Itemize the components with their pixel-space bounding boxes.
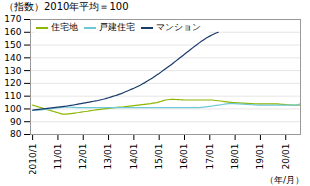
- svg-text:120: 120: [4, 78, 21, 88]
- html-text:（指数）2010年平均＝100: （指数）2010年平均＝100: [4, 1, 129, 12]
- svg-text:140: 140: [4, 53, 21, 63]
- svg-text:18/01: 18/01: [230, 144, 240, 170]
- svg-text:150: 150: [4, 40, 21, 50]
- svg-text:170: 170: [4, 14, 21, 24]
- svg-text:16/01: 16/01: [179, 144, 189, 170]
- svg-text:14/01: 14/01: [129, 144, 139, 170]
- svg-text:130: 130: [4, 65, 21, 75]
- svg-text:110: 110: [4, 91, 21, 101]
- svg-text:80: 80: [10, 129, 22, 139]
- svg-text:100: 100: [4, 104, 21, 114]
- html-text:（年/月）: （年/月）: [265, 175, 304, 185]
- html-text:マンション: マンション: [156, 22, 201, 32]
- svg-text:160: 160: [4, 27, 21, 37]
- svg-text:15/01: 15/01: [154, 144, 164, 170]
- svg-text:12/01: 12/01: [78, 144, 88, 170]
- svg-text:17/01: 17/01: [205, 144, 215, 170]
- svg-text:11/01: 11/01: [53, 144, 63, 170]
- svg-text:90: 90: [10, 117, 22, 127]
- svg-text:20/01: 20/01: [281, 144, 291, 170]
- svg-text:2010/1: 2010/1: [27, 144, 37, 175]
- svg-text:19/01: 19/01: [255, 144, 265, 170]
- html-text:住宅地: 住宅地: [51, 22, 78, 32]
- html-text:戸建住宅: 戸建住宅: [99, 22, 135, 32]
- svg-text:13/01: 13/01: [103, 144, 113, 170]
